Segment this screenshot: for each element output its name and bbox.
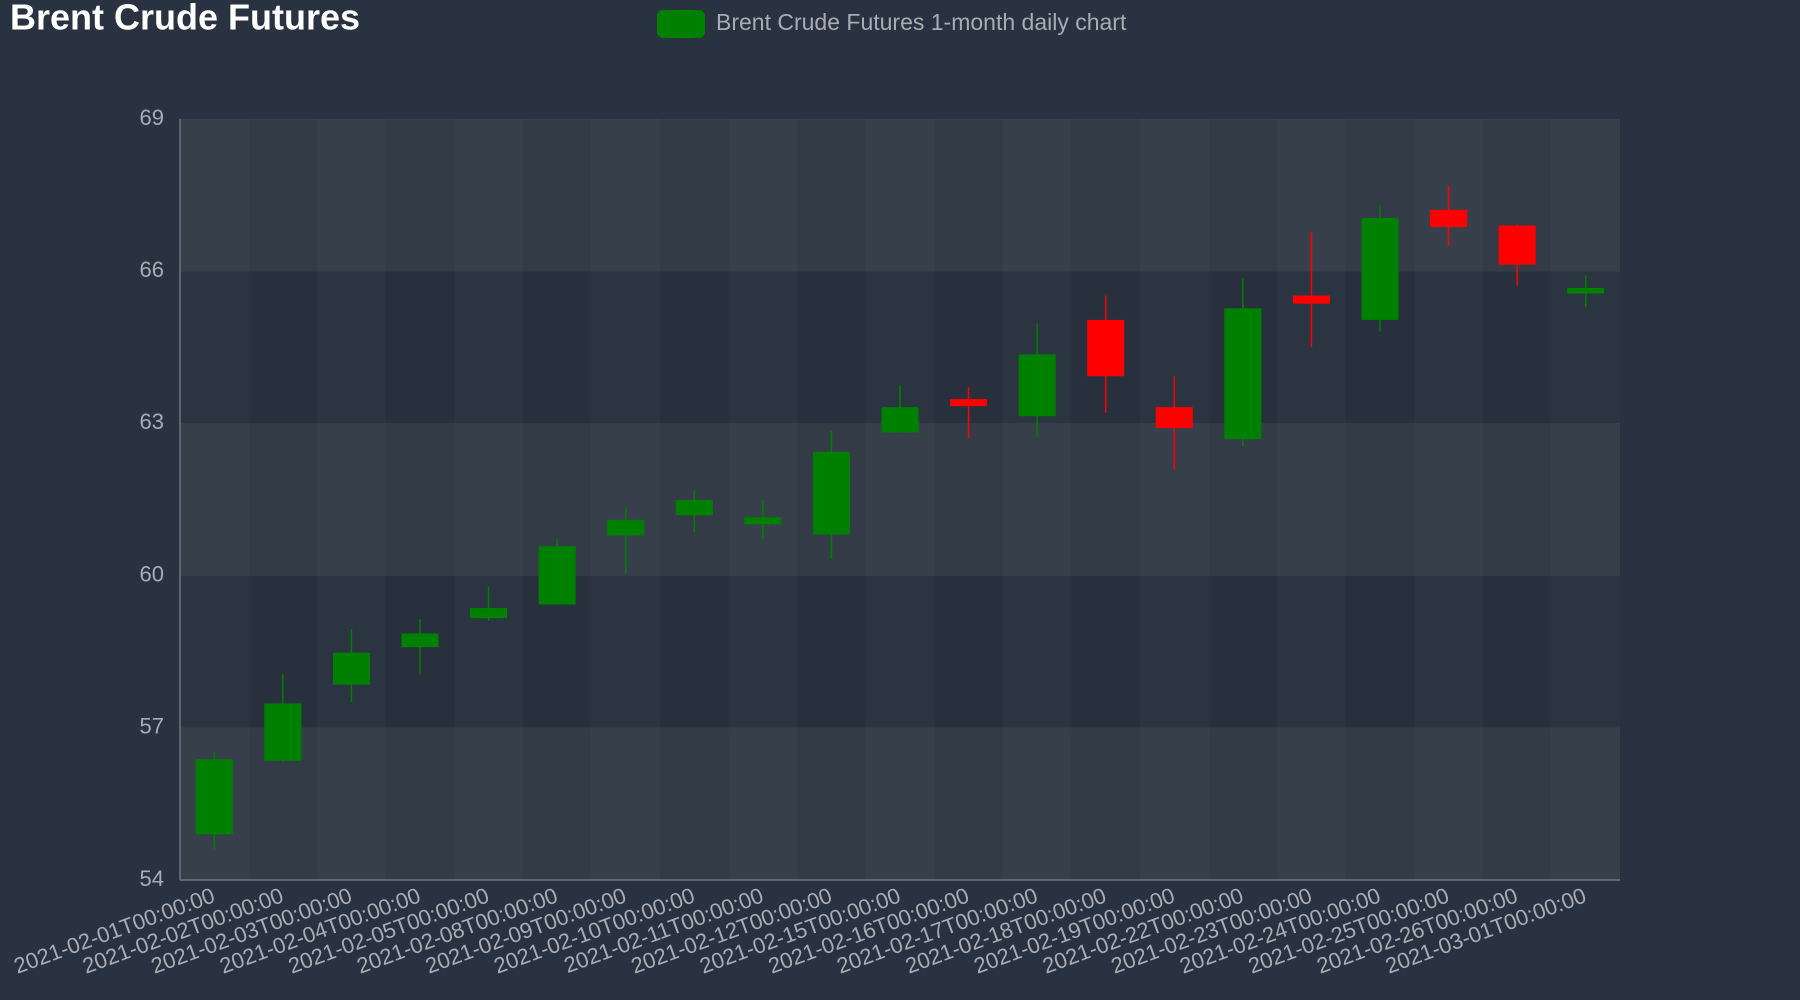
grid-stripe (934, 119, 1003, 880)
candle-body (1567, 287, 1605, 294)
grid-stripe (1071, 119, 1140, 880)
candle-body (881, 407, 919, 433)
candle-body (812, 451, 850, 535)
grid-stripe (385, 119, 455, 880)
candle-body (1087, 319, 1125, 377)
candle-body (1155, 407, 1193, 428)
grid-stripe (248, 119, 318, 880)
candle-body (1292, 295, 1330, 304)
candle-body (1361, 217, 1399, 320)
y-tick-label: 54 (140, 866, 164, 891)
candle-body (950, 399, 988, 407)
candle-body (1498, 225, 1536, 265)
legend-label: Brent Crude Futures 1-month daily chart (716, 9, 1127, 35)
candle-body (675, 500, 713, 516)
candle-body (470, 608, 508, 619)
y-tick-label: 66 (140, 257, 164, 282)
candle-body (1224, 308, 1262, 440)
grid-band (180, 423, 1620, 576)
grid-stripe (522, 119, 592, 880)
chart-title: Brent Crude Futures (10, 0, 360, 38)
y-tick-label: 57 (140, 714, 164, 739)
candle-body (195, 759, 233, 835)
y-tick-label: 60 (140, 561, 164, 586)
grid-band (180, 727, 1620, 880)
candle-body (1018, 354, 1056, 417)
candle-body (744, 517, 782, 525)
candle-body (607, 519, 645, 536)
grid-stripe (1208, 119, 1278, 880)
candle-body (264, 703, 302, 761)
candle-body (332, 652, 370, 685)
y-tick-label: 69 (140, 105, 164, 130)
candle-body (538, 546, 576, 605)
y-tick-label: 63 (140, 409, 164, 434)
candle-body (1430, 209, 1468, 228)
legend-swatch (657, 10, 705, 38)
candle-body (401, 633, 439, 648)
